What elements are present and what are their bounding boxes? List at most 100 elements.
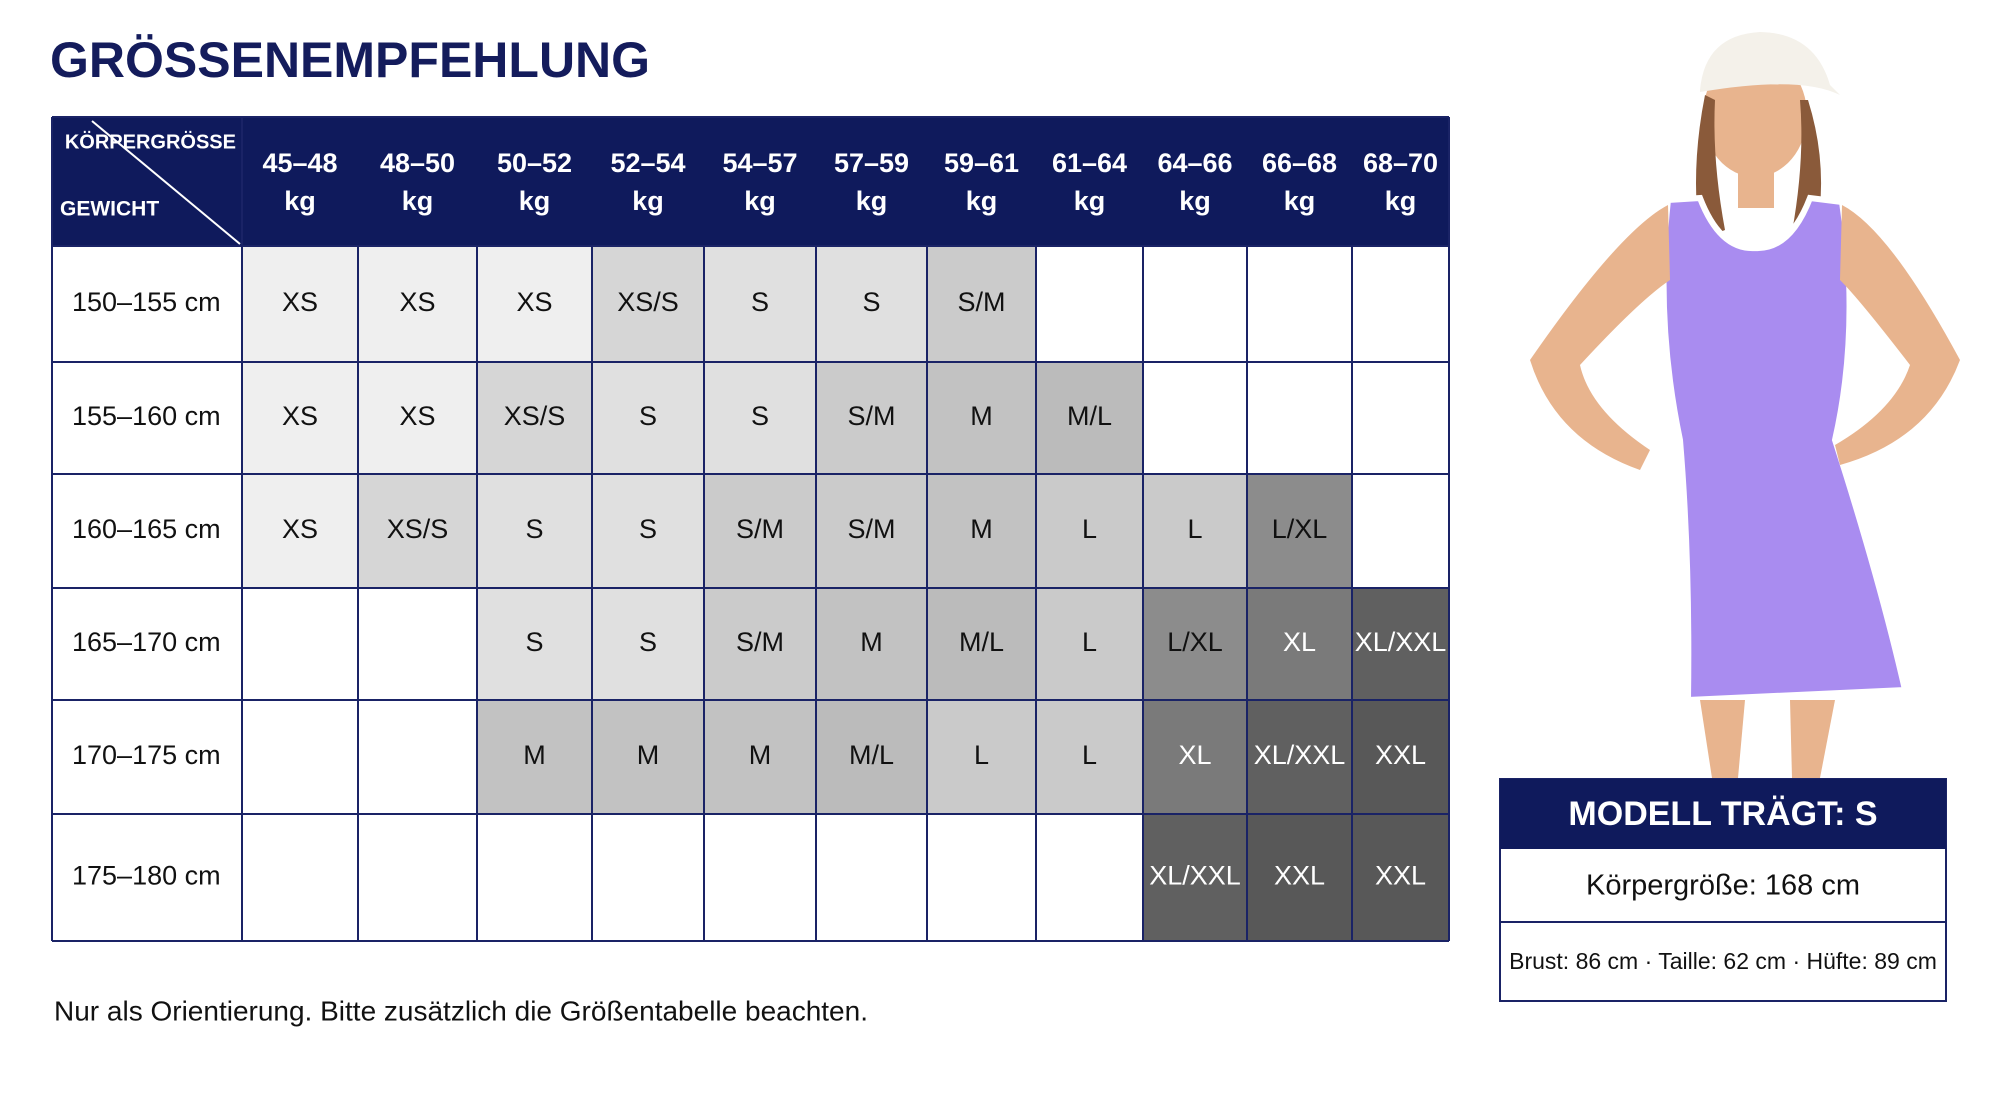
size-cell <box>927 814 1036 941</box>
column-unit: kg <box>402 186 434 216</box>
size-value: M/L <box>959 627 1004 657</box>
size-value: XXL <box>1274 861 1325 891</box>
size-value: M/L <box>849 740 894 770</box>
size-value: XL/XXL <box>1254 740 1346 770</box>
column-unit: kg <box>519 186 551 216</box>
size-cell <box>358 588 477 700</box>
size-cell <box>477 362 592 474</box>
size-value: S/M <box>736 514 784 544</box>
size-cell <box>704 700 816 814</box>
size-value: XL/XXL <box>1355 627 1447 657</box>
size-table: KÖRPERGRÖSSE GEWICHT 45–48 kg 48–50 kg 50–52 kg… <box>51 116 1450 942</box>
size-cell <box>1143 814 1247 941</box>
size-cell <box>242 246 358 362</box>
row-label: 150–155 cm <box>72 287 221 317</box>
size-cell <box>927 474 1036 588</box>
footer-note: Nur als Orientierung. Bitte zusätzlich d… <box>54 995 868 1026</box>
size-cell <box>1247 814 1352 941</box>
size-cell <box>927 700 1036 814</box>
model-illustration <box>1530 32 1960 778</box>
size-cell <box>1247 246 1352 362</box>
size-cell <box>704 814 816 941</box>
size-cell <box>592 474 704 588</box>
size-cell <box>477 814 592 941</box>
size-cell <box>477 588 592 700</box>
size-cell <box>358 474 477 588</box>
title: GRÖSSENEMPFEHLUNG <box>50 32 650 88</box>
size-cell <box>1143 474 1247 588</box>
row-label: 175–180 cm <box>72 861 221 891</box>
size-cell <box>242 362 358 474</box>
column-unit: kg <box>1179 186 1211 216</box>
size-cell <box>1247 700 1352 814</box>
size-value: M <box>970 514 993 544</box>
column-range: 54–57 <box>722 148 797 178</box>
size-value: L <box>1082 514 1097 544</box>
size-value: M/L <box>1067 401 1112 431</box>
size-value: M <box>970 401 993 431</box>
size-cell <box>242 814 358 941</box>
row-label-cell <box>52 362 242 474</box>
model-box-header <box>1500 779 1946 849</box>
column-unit: kg <box>1074 186 1106 216</box>
size-cell <box>1143 362 1247 474</box>
size-cell <box>927 588 1036 700</box>
row-label: 165–170 cm <box>72 627 221 657</box>
size-value: XS/S <box>387 514 449 544</box>
model-height: Körpergröße: 168 cm <box>1586 870 1860 902</box>
header-band <box>52 117 1449 246</box>
row-label: 170–175 cm <box>72 740 221 770</box>
column-range: 45–48 <box>262 148 337 178</box>
size-value: M <box>523 740 546 770</box>
size-cell <box>927 362 1036 474</box>
size-cell <box>816 474 927 588</box>
size-value: XS/S <box>617 287 679 317</box>
size-cell <box>477 700 592 814</box>
size-cell <box>477 474 592 588</box>
size-cell <box>1036 246 1143 362</box>
size-value: XS <box>282 401 318 431</box>
size-value: M <box>860 627 883 657</box>
size-cell <box>1036 700 1143 814</box>
size-cell <box>704 474 816 588</box>
model-measures: Brust: 86 cm · Taille: 62 cm · Hüfte: 89… <box>1509 948 1937 974</box>
size-value: XXL <box>1375 740 1426 770</box>
size-cell <box>1352 588 1449 700</box>
size-value: L <box>974 740 989 770</box>
column-unit: kg <box>632 186 664 216</box>
row-label: 160–165 cm <box>72 514 221 544</box>
size-cell <box>592 246 704 362</box>
size-cell <box>816 246 927 362</box>
size-value: M <box>749 740 772 770</box>
size-cell <box>1143 588 1247 700</box>
column-range: 57–59 <box>834 148 909 178</box>
size-cell <box>1352 246 1449 362</box>
size-value: XL <box>1283 627 1316 657</box>
size-value: XS <box>399 287 435 317</box>
size-value: L/XL <box>1272 514 1328 544</box>
size-value: L <box>1082 740 1097 770</box>
size-cell <box>1352 700 1449 814</box>
size-cell <box>704 362 816 474</box>
size-value: M <box>637 740 660 770</box>
size-value: S/M <box>847 514 895 544</box>
size-cell <box>1143 700 1247 814</box>
size-cell <box>1143 246 1247 362</box>
size-value: XS/S <box>504 401 566 431</box>
column-unit: kg <box>1385 186 1417 216</box>
size-cell <box>242 474 358 588</box>
size-value: XS <box>282 514 318 544</box>
size-value: XL/XXL <box>1149 861 1241 891</box>
size-value: S <box>525 627 543 657</box>
size-cell <box>1352 362 1449 474</box>
column-range: 59–61 <box>944 148 1019 178</box>
size-cell <box>592 814 704 941</box>
size-value: S <box>525 514 543 544</box>
size-value: S <box>639 514 657 544</box>
size-cell <box>1352 474 1449 588</box>
size-cell <box>927 246 1036 362</box>
size-cell <box>477 246 592 362</box>
size-cell <box>1247 362 1352 474</box>
size-value: S <box>751 287 769 317</box>
